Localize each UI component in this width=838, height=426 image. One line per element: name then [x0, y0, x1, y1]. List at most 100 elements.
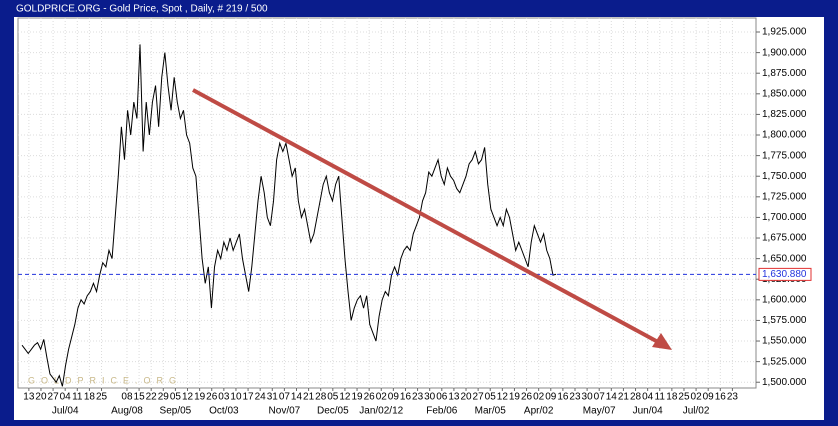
- y-tick-label: 1,750.000: [762, 171, 807, 182]
- x-tick-label: 20: [35, 392, 47, 403]
- x-tick-label: 19: [351, 392, 363, 403]
- current-price-label: 1,630.880: [762, 269, 807, 280]
- x-tick-label: 13: [23, 392, 35, 403]
- x-tick-label: 24: [255, 392, 267, 403]
- month-label: Jul/02: [683, 406, 710, 417]
- x-tick-label: 30: [424, 392, 436, 403]
- x-tick-label: 19: [509, 392, 521, 403]
- marks: [18, 44, 756, 387]
- x-tick-label: 17: [242, 392, 254, 403]
- x-tick-label: 05: [485, 392, 497, 403]
- y-tick-label: 1,725.000: [762, 191, 807, 202]
- x-tick-label: 30: [582, 392, 594, 403]
- month-label: Sep/05: [160, 406, 192, 417]
- month-label: Dec/05: [317, 406, 349, 417]
- x-tick-label: 14: [606, 392, 618, 403]
- month-label: Feb/06: [426, 406, 458, 417]
- x-tick-label: 16: [557, 392, 569, 403]
- x-tick-label: 11: [72, 392, 83, 403]
- y-tick-label: 1,675.000: [762, 233, 807, 244]
- x-tick-label: 18: [666, 392, 678, 403]
- x-tick-label: 14: [291, 392, 303, 403]
- chart-title: GOLDPRICE.ORG - Gold Price, Spot , Daily…: [16, 4, 268, 15]
- x-tick-label: 25: [96, 392, 108, 403]
- y-tick-label: 1,775.000: [762, 150, 807, 161]
- x-tick-label: 16: [400, 392, 412, 403]
- month-label: Nov/07: [269, 406, 301, 417]
- y-tick-label: 1,800.000: [762, 130, 807, 141]
- x-tick-label: 07: [594, 392, 606, 403]
- x-tick-label: 28: [315, 392, 327, 403]
- x-tick-label: 26: [364, 392, 376, 403]
- x-tick-label: 27: [48, 392, 60, 403]
- x-tick-label: 21: [303, 392, 315, 403]
- x-tick-label: 26: [521, 392, 533, 403]
- x-tick-label: 02: [533, 392, 545, 403]
- x-tick-label: 18: [84, 392, 96, 403]
- y-tick-label: 1,550.000: [762, 336, 807, 347]
- month-label: Oct/03: [209, 406, 239, 417]
- x-tick-label: 13: [448, 392, 460, 403]
- x-tick-label: 23: [569, 392, 581, 403]
- x-tick-label: 16: [715, 392, 727, 403]
- x-tick-label: 20: [460, 392, 472, 403]
- x-tick-label: 19: [194, 392, 206, 403]
- month-label: Mar/05: [475, 406, 507, 417]
- x-tick-label: 23: [727, 392, 739, 403]
- x-tick-label: 29: [158, 392, 170, 403]
- x-tick-label: 31: [267, 392, 279, 403]
- month-label: Jul/04: [52, 406, 79, 417]
- month-label: Apr/02: [524, 406, 554, 417]
- grid: [18, 18, 756, 388]
- x-tick-label: 09: [388, 392, 400, 403]
- x-tick-label: 21: [618, 392, 630, 403]
- x-tick-label: 10: [230, 392, 242, 403]
- month-label: Jun/04: [633, 406, 663, 417]
- x-tick-label: 09: [703, 392, 715, 403]
- y-tick-label: 1,900.000: [762, 47, 807, 58]
- price-line: [21, 44, 557, 387]
- x-tick-label: 09: [545, 392, 557, 403]
- x-tick-label: 07: [279, 392, 291, 403]
- y-tick-label: 1,825.000: [762, 109, 807, 120]
- x-tick-label: 26: [206, 392, 218, 403]
- y-tick-label: 1,925.000: [762, 27, 807, 38]
- x-tick-label: 02: [691, 392, 703, 403]
- x-tick-label: 28: [630, 392, 642, 403]
- x-tick-label: 12: [182, 392, 194, 403]
- month-label: Jan/02/12: [359, 406, 403, 417]
- trend-arrow: [192, 88, 672, 350]
- y-tick-label: 1,650.000: [762, 253, 807, 264]
- x-tick-label: 03: [218, 392, 230, 403]
- month-label: Aug/08: [111, 406, 143, 417]
- y-tick-label: 1,700.000: [762, 212, 807, 223]
- y-tick-label: 1,575.000: [762, 315, 807, 326]
- x-tick-label: 27: [473, 392, 485, 403]
- x-tick-label: 05: [327, 392, 339, 403]
- arrow-head: [652, 333, 672, 350]
- x-tick-label: 06: [436, 392, 448, 403]
- x-tick-label: 02: [376, 392, 388, 403]
- x-tick-label: 08: [121, 392, 133, 403]
- x-tick-label: 04: [642, 392, 654, 403]
- month-label: May/07: [583, 406, 616, 417]
- x-tick-label: 11: [655, 392, 666, 403]
- x-tick-label: 22: [146, 392, 158, 403]
- y-tick-label: 1,850.000: [762, 88, 807, 99]
- x-tick-label: 05: [170, 392, 182, 403]
- x-tick-label: 04: [60, 392, 72, 403]
- x-tick-label: 12: [497, 392, 509, 403]
- y-tick-label: 1,525.000: [762, 356, 807, 367]
- x-tick-label: 25: [678, 392, 690, 403]
- trend-line: [192, 88, 659, 344]
- y-tick-label: 1,600.000: [762, 294, 807, 305]
- x-tick-label: 15: [134, 392, 146, 403]
- x-tick-label: 23: [412, 392, 424, 403]
- y-tick-label: 1,875.000: [762, 68, 807, 79]
- watermark: GOLDPRICE.ORG: [28, 375, 182, 385]
- current-price-box: [758, 267, 812, 281]
- x-tick-label: 12: [339, 392, 351, 403]
- y-tick-label: 1,500.000: [762, 377, 807, 388]
